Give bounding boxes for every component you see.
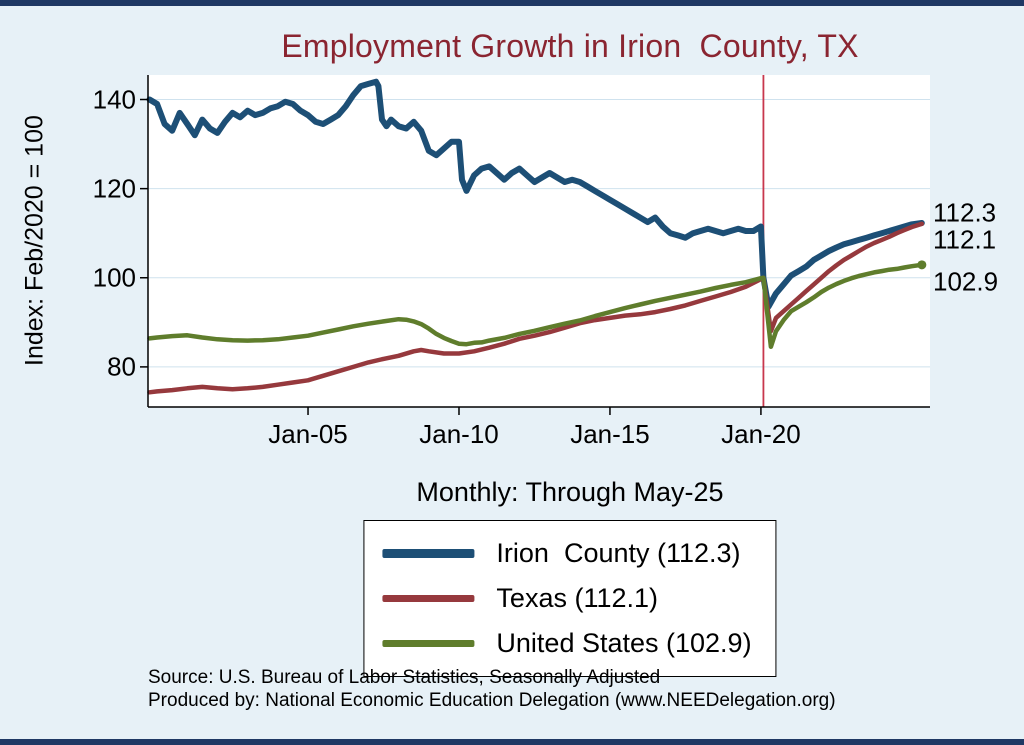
legend-label-united-states: United States (102.9) (496, 628, 752, 658)
y-axis-title: Index: Feb/2020 = 100 (20, 115, 49, 367)
y-tick-label-100: 100 (92, 262, 136, 293)
x-tick-label-jan-05: Jan-05 (268, 419, 348, 449)
footer-notes: Source: U.S. Bureau of Labor Statistics,… (148, 666, 836, 712)
series-line-texas (147, 221, 925, 395)
x-tick-label-jan-15: Jan-15 (570, 419, 650, 449)
y-tick-label-80: 80 (107, 351, 136, 382)
legend-item-united-states: United States (102.9) (364, 621, 775, 666)
legend-swatch-united-states (382, 640, 475, 647)
y-tick-label-140: 140 (92, 84, 136, 114)
united-states-end-marker-icon (917, 260, 927, 270)
series-line-united-states (147, 262, 925, 350)
end-value-label-united-states: 102.9 (933, 266, 999, 297)
legend-label-irion-county: Irion County (112.3) (496, 538, 741, 568)
chart-title: Employment Growth in Irion County, TX (281, 28, 859, 64)
legend-item-texas: Texas (112.1) (364, 576, 775, 621)
x-axis-subtitle: Monthly: Through May-25 (416, 477, 724, 507)
producer-note: Produced by: National Economic Education… (148, 690, 836, 711)
source-note: Source: U.S. Bureau of Labor Statistics,… (148, 667, 661, 688)
legend-item-irion-county: Irion County (112.3) (364, 531, 775, 576)
x-tick-label-jan-20: Jan-20 (721, 419, 801, 449)
legend-label-texas: Texas (112.1) (496, 583, 658, 613)
plot-area (148, 75, 930, 407)
bottom-border (0, 739, 1024, 745)
legend-box: Irion County (112.3) Texas (112.1) Unite… (363, 520, 777, 677)
series-line-irion-county (146, 78, 925, 310)
top-border (0, 0, 1024, 6)
x-tick-label-jan-10: Jan-10 (419, 419, 499, 449)
legend-swatch-irion-county (382, 549, 475, 558)
legend-swatch-texas (382, 595, 475, 602)
end-value-label-texas: 112.1 (933, 224, 997, 255)
y-tick-label-120: 120 (92, 173, 136, 204)
end-value-label-irion-county: 112.3 (933, 197, 997, 228)
